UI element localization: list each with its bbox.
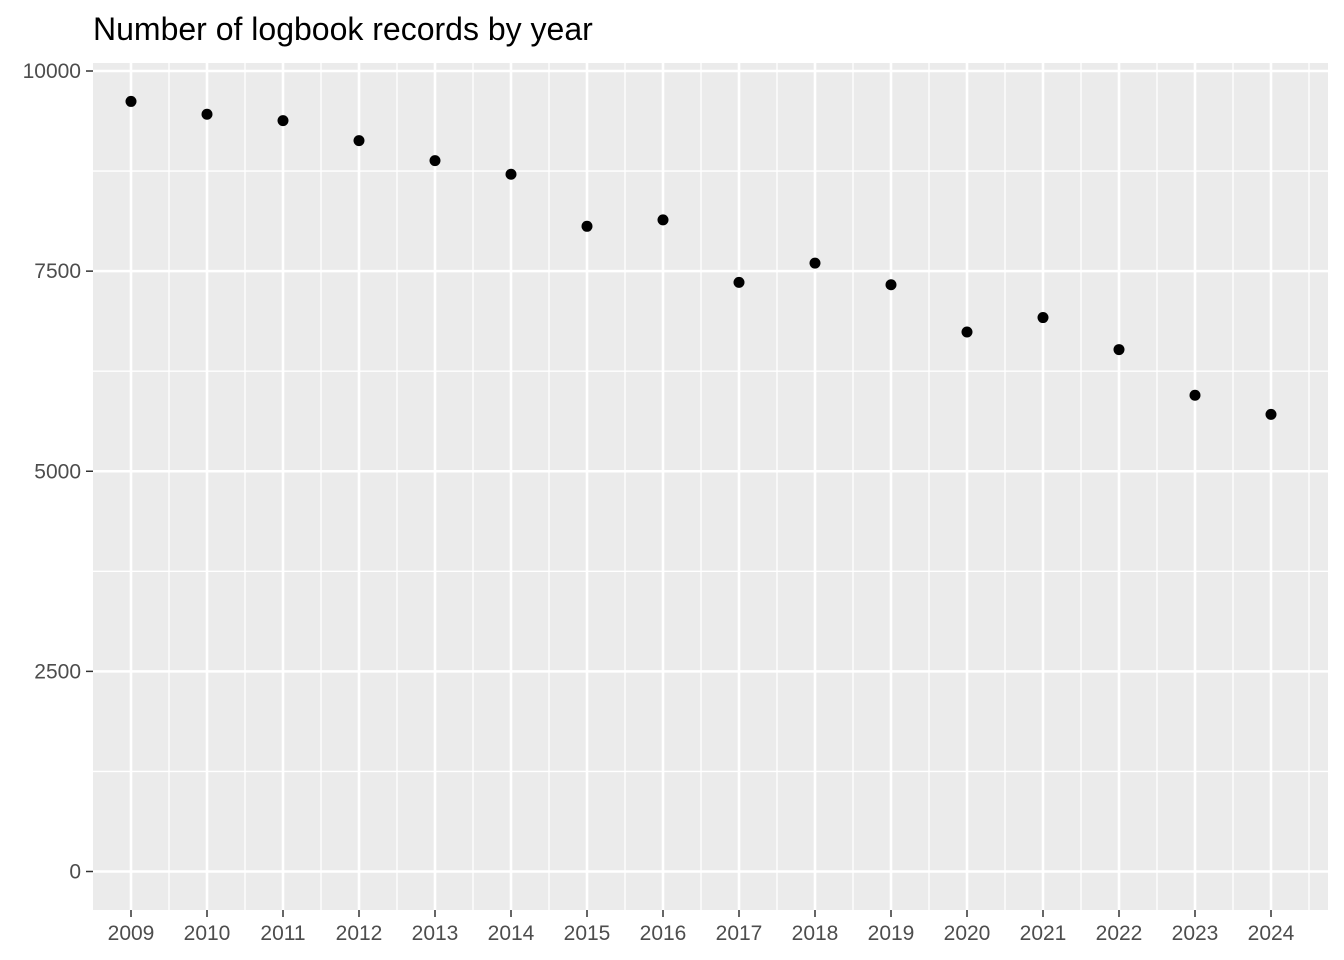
data-point bbox=[1265, 408, 1277, 420]
plot-panel bbox=[93, 63, 1328, 910]
x-tick-label: 2013 bbox=[412, 922, 459, 945]
y-tick-label: 2500 bbox=[34, 660, 81, 683]
data-point bbox=[809, 257, 821, 269]
x-tick-label: 2011 bbox=[260, 922, 305, 945]
x-tick-label: 2016 bbox=[640, 922, 687, 945]
data-point bbox=[885, 279, 897, 291]
x-tick-label: 2014 bbox=[488, 922, 535, 945]
y-tick-label: 10000 bbox=[23, 60, 81, 83]
x-tick-label: 2010 bbox=[184, 922, 231, 945]
data-point bbox=[201, 108, 213, 120]
y-tick-label: 5000 bbox=[34, 460, 81, 483]
axis-ticks bbox=[86, 70, 1272, 917]
x-tick-label: 2018 bbox=[792, 922, 839, 945]
x-tick-label: 2022 bbox=[1096, 922, 1143, 945]
data-point bbox=[125, 95, 137, 107]
x-tick-label: 2009 bbox=[108, 922, 155, 945]
x-tick-label: 2012 bbox=[336, 922, 383, 945]
data-point bbox=[733, 276, 745, 288]
major-gridlines bbox=[93, 63, 1328, 910]
y-tick-label: 7500 bbox=[34, 260, 81, 283]
data-point bbox=[581, 220, 593, 232]
data-point bbox=[1113, 344, 1125, 356]
data-point bbox=[429, 155, 441, 167]
data-point bbox=[657, 214, 669, 226]
data-points bbox=[125, 95, 1277, 420]
x-tick-label: 2019 bbox=[868, 922, 915, 945]
x-tick-label: 2024 bbox=[1248, 922, 1295, 945]
x-tick-label: 2020 bbox=[944, 922, 991, 945]
x-axis-tick-labels: 2009 2010 2011 2012 2013 2014 2015 2016 2017 2018… bbox=[108, 922, 1295, 945]
y-axis-tick-labels: 0 2500 5000 7500 10000 bbox=[23, 60, 81, 883]
y-tick-label: 0 bbox=[69, 860, 81, 883]
x-tick-label: 2015 bbox=[564, 922, 611, 945]
data-point bbox=[961, 326, 973, 338]
minor-gridlines bbox=[93, 63, 1328, 910]
chart-title: Number of logbook records by year bbox=[93, 11, 593, 47]
x-tick-label: 2021 bbox=[1020, 922, 1067, 945]
data-point bbox=[353, 135, 365, 147]
data-point bbox=[1037, 312, 1049, 324]
data-point bbox=[505, 168, 517, 180]
x-tick-label: 2017 bbox=[716, 922, 763, 945]
data-point bbox=[1189, 389, 1201, 401]
x-tick-label: 2023 bbox=[1172, 922, 1219, 945]
data-point bbox=[277, 115, 289, 127]
